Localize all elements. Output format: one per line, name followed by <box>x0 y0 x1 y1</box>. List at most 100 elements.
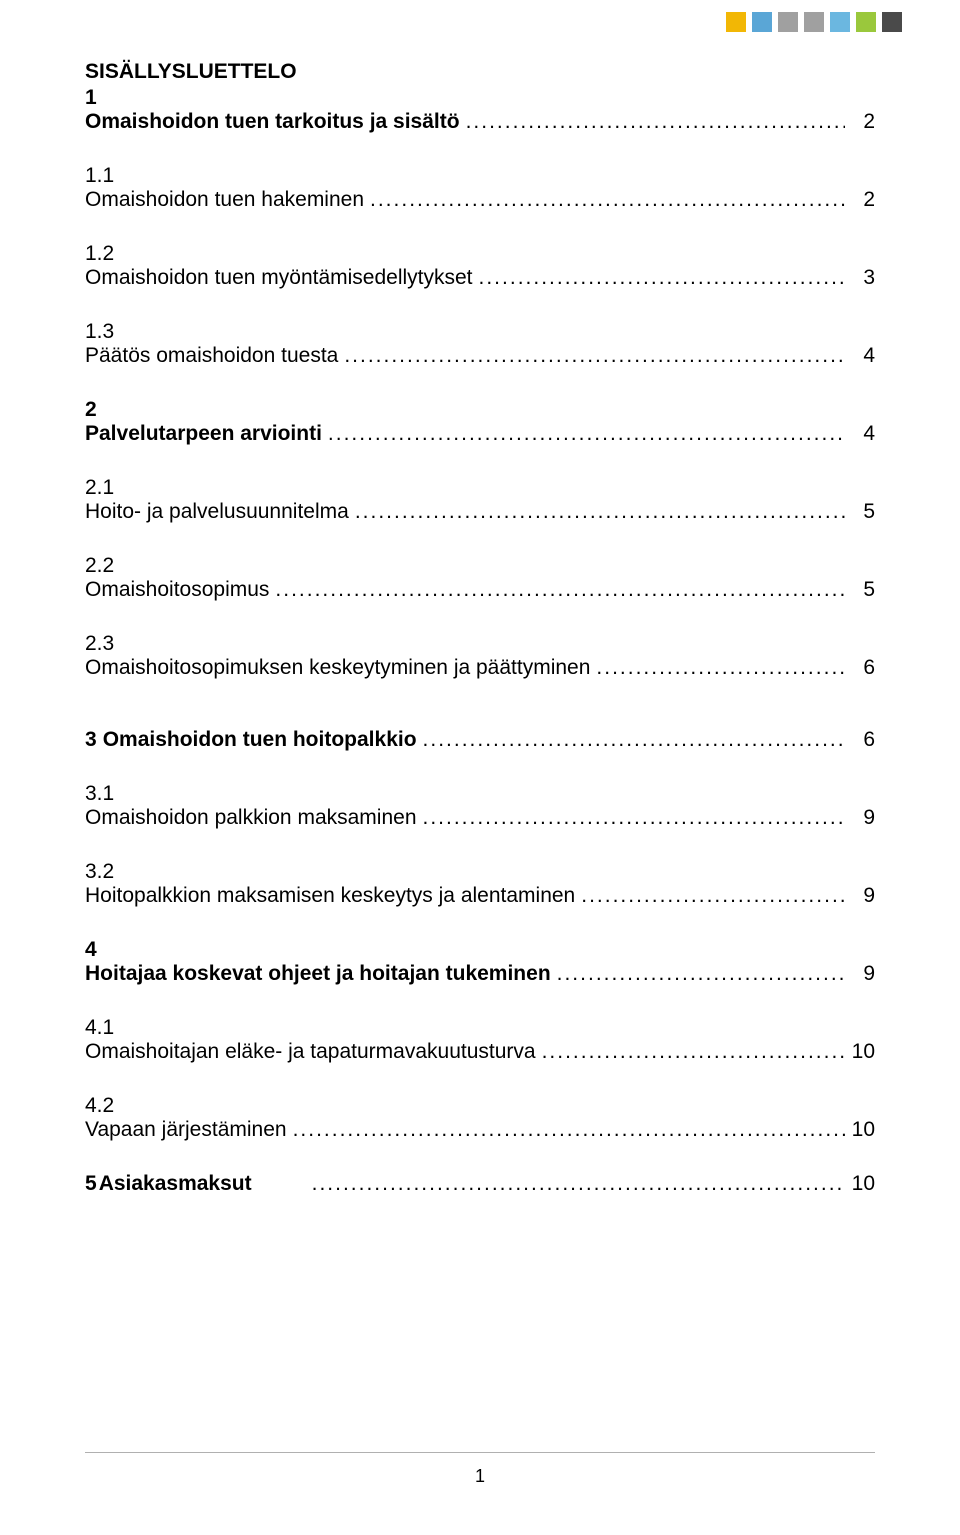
subsection-number: 1.1 <box>85 164 875 188</box>
entry-page: 9 <box>845 962 875 986</box>
subsection-number: 1.3 <box>85 320 875 344</box>
document-page: SISÄLLYSLUETTELO 1 Omaishoidon tuen tark… <box>0 0 960 1535</box>
entry-title: Hoito- ja palvelusuunnitelma <box>85 500 349 524</box>
toc-section: 5 Asiakasmaksut 10 <box>85 1172 875 1196</box>
toc-subsection: 1.1 Omaishoidon tuen hakeminen 2 <box>85 164 875 212</box>
toc-entry: Päätös omaishoidon tuesta 4 <box>85 344 875 368</box>
entry-page: 10 <box>845 1172 875 1196</box>
entry-title: Hoitopalkkion maksamisen keskeytys ja al… <box>85 884 575 908</box>
section-number: 2 <box>85 398 875 422</box>
entry-page: 5 <box>845 578 875 602</box>
toc-entry: Omaishoitajan eläke- ja tapaturmavakuutu… <box>85 1040 875 1064</box>
toc-subsection: 4.2 Vapaan järjestäminen 10 <box>85 1094 875 1142</box>
subsection-number: 4.2 <box>85 1094 875 1118</box>
entry-title: Omaishoidon tuen tarkoitus ja sisältö <box>85 110 460 134</box>
subsection-number: 1.2 <box>85 242 875 266</box>
dot-leader <box>590 656 845 680</box>
entry-title: Omaishoitosopimuksen keskeytyminen ja pä… <box>85 656 590 680</box>
strip-square <box>752 12 772 32</box>
toc-entry: Omaishoidon palkkion maksaminen 9 <box>85 806 875 830</box>
toc-subsection: 3.1 Omaishoidon palkkion maksaminen 9 <box>85 782 875 830</box>
toc-subsection: 1.3 Päätös omaishoidon tuesta 4 <box>85 320 875 368</box>
toc-entry: Vapaan järjestäminen 10 <box>85 1118 875 1142</box>
toc-subsection: 2.3 Omaishoitosopimuksen keskeytyminen j… <box>85 632 875 680</box>
dot-leader <box>575 884 845 908</box>
subsection-number: 3.1 <box>85 782 875 806</box>
entry-page: 6 <box>845 656 875 680</box>
entry-title: Omaishoidon tuen hakeminen <box>85 188 364 212</box>
section-number: 4 <box>85 938 875 962</box>
entry-title: Vapaan järjestäminen <box>85 1118 287 1142</box>
toc-subsection: 2.1 Hoito- ja palvelusuunnitelma 5 <box>85 476 875 524</box>
strip-square <box>804 12 824 32</box>
subsection-number: 4.1 <box>85 1016 875 1040</box>
dot-leader <box>417 806 846 830</box>
entry-page: 4 <box>845 344 875 368</box>
strip-square <box>778 12 798 32</box>
toc-subsection: 3.2 Hoitopalkkion maksamisen keskeytys j… <box>85 860 875 908</box>
toc-section: 3 Omaishoidon tuen hoitopalkkio 6 <box>85 728 875 752</box>
entry-page: 5 <box>845 500 875 524</box>
dot-leader <box>269 578 845 602</box>
dot-leader <box>349 500 845 524</box>
entry-title: Omaishoitosopimus <box>85 578 269 602</box>
entry-page: 6 <box>845 728 875 752</box>
toc-entry: 5 Asiakasmaksut 10 <box>85 1172 875 1196</box>
dot-leader <box>460 110 845 134</box>
strip-square <box>856 12 876 32</box>
subsection-number: 3.2 <box>85 860 875 884</box>
footer-divider <box>85 1452 875 1453</box>
dot-leader <box>473 266 845 290</box>
subsection-number: 2.2 <box>85 554 875 578</box>
toc-subsection: 1.2 Omaishoidon tuen myöntämisedellytyks… <box>85 242 875 290</box>
subsection-number: 2.3 <box>85 632 875 656</box>
entry-page: 2 <box>845 188 875 212</box>
entry-title: Omaishoidon palkkion maksaminen <box>85 806 417 830</box>
toc-entry: Omaishoidon tuen tarkoitus ja sisältö 2 <box>85 110 875 134</box>
section-number: 1 <box>85 86 875 110</box>
entry-title: Omaishoidon tuen myöntämisedellytykset <box>85 266 473 290</box>
toc-title: SISÄLLYSLUETTELO <box>85 60 875 84</box>
entry-page: 10 <box>845 1118 875 1142</box>
dot-leader <box>364 188 845 212</box>
toc-section: 4 Hoitajaa koskevat ohjeet ja hoitajan t… <box>85 938 875 986</box>
entry-title: Omaishoidon tuen hoitopalkkio <box>103 728 417 752</box>
strip-square <box>882 12 902 32</box>
dot-leader <box>338 344 845 368</box>
toc-subsection: 4.1 Omaishoitajan eläke- ja tapaturmavak… <box>85 1016 875 1064</box>
entry-title: Palvelutarpeen arviointi <box>85 422 322 446</box>
section-number-inline: 3 <box>85 728 103 752</box>
toc-entry: Omaishoitosopimuksen keskeytyminen ja pä… <box>85 656 875 680</box>
toc-entry: Hoitajaa koskevat ohjeet ja hoitajan tuk… <box>85 962 875 986</box>
entry-title: Päätös omaishoidon tuesta <box>85 344 338 368</box>
entry-title: Hoitajaa koskevat ohjeet ja hoitajan tuk… <box>85 962 551 986</box>
dot-leader <box>252 1172 845 1196</box>
dot-leader <box>417 728 845 752</box>
toc-entry: Omaishoitosopimus 5 <box>85 578 875 602</box>
entry-page: 3 <box>845 266 875 290</box>
toc-section: 2 Palvelutarpeen arviointi 4 <box>85 398 875 446</box>
toc-entry: Omaishoidon tuen hakeminen 2 <box>85 188 875 212</box>
entry-title: Omaishoitajan eläke- ja tapaturmavakuutu… <box>85 1040 536 1064</box>
dot-leader <box>536 1040 845 1064</box>
toc-entry: Omaishoidon tuen myöntämisedellytykset 3 <box>85 266 875 290</box>
entry-page: 10 <box>845 1040 875 1064</box>
toc-section: 1 Omaishoidon tuen tarkoitus ja sisältö … <box>85 86 875 134</box>
dot-leader <box>322 422 845 446</box>
toc-entry: Hoitopalkkion maksamisen keskeytys ja al… <box>85 884 875 908</box>
entry-page: 4 <box>845 422 875 446</box>
entry-page: 9 <box>845 884 875 908</box>
entry-title: Asiakasmaksut <box>99 1172 252 1196</box>
header-color-strip <box>726 12 902 32</box>
entry-page: 2 <box>845 110 875 134</box>
strip-square <box>726 12 746 32</box>
toc-entry: 3 Omaishoidon tuen hoitopalkkio 6 <box>85 728 875 752</box>
page-number: 1 <box>0 1466 960 1487</box>
dot-leader <box>287 1118 845 1142</box>
entry-page: 9 <box>845 806 875 830</box>
section-number-inline: 5 <box>85 1172 99 1196</box>
toc-entry: Hoito- ja palvelusuunnitelma 5 <box>85 500 875 524</box>
strip-square <box>830 12 850 32</box>
subsection-number: 2.1 <box>85 476 875 500</box>
toc-subsection: 2.2 Omaishoitosopimus 5 <box>85 554 875 602</box>
